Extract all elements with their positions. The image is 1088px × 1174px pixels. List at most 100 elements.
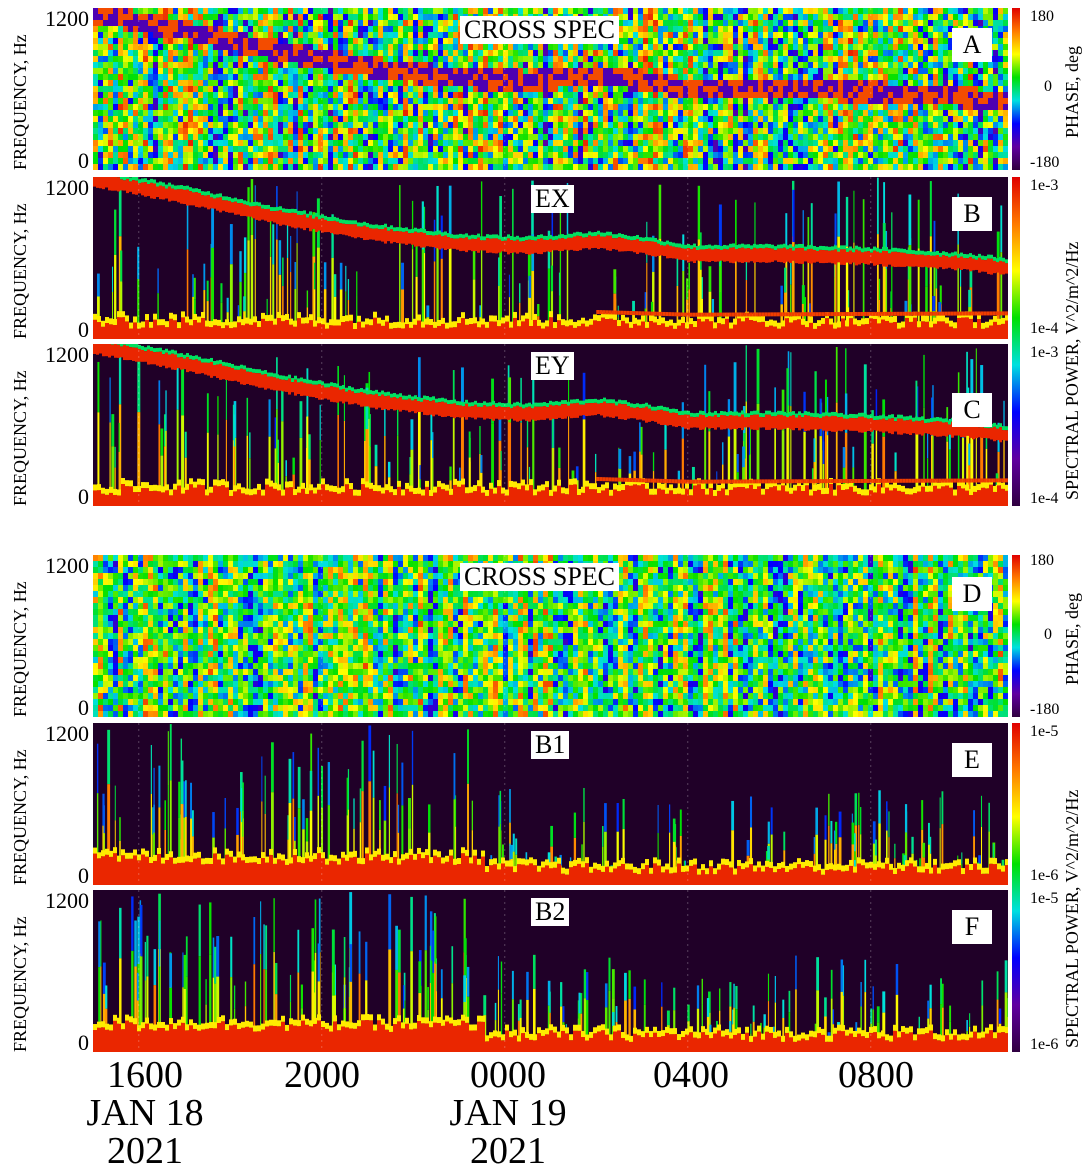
heatmap-cell — [148, 128, 153, 134]
heatmap-cell — [128, 92, 133, 98]
heatmap-cell — [988, 140, 993, 146]
heatmap-cell — [113, 86, 118, 92]
heatmap-cell — [888, 92, 893, 98]
heatmap-cell — [288, 116, 293, 122]
heatmap-cell — [153, 152, 158, 158]
heatmap-cell — [863, 68, 868, 74]
heatmap-cell — [948, 50, 953, 56]
heatmap-cell — [808, 20, 813, 26]
heatmap-cell — [363, 80, 368, 86]
heatmap-cell — [788, 128, 793, 134]
heatmap-cell — [438, 122, 443, 128]
heatmap-cell — [903, 122, 908, 128]
heatmap-cell — [618, 74, 623, 80]
heatmap-cell — [843, 38, 848, 44]
heatmap-cell — [398, 110, 403, 116]
heatmap-cell — [173, 62, 178, 68]
heatmap-cell — [628, 86, 633, 92]
heatmap-cell — [618, 50, 623, 56]
heatmap-cell — [123, 158, 128, 164]
heatmap-cell — [273, 32, 278, 38]
heatmap-cell — [153, 38, 158, 44]
heatmap-cell — [728, 140, 733, 146]
heatmap-cell — [538, 128, 543, 134]
heatmap-cell — [273, 26, 278, 32]
heatmap-cell — [578, 128, 583, 134]
heatmap-cell — [613, 44, 618, 50]
heatmap-cell — [813, 110, 818, 116]
heatmap-cell — [398, 56, 403, 62]
heatmap-cell — [248, 80, 253, 86]
heatmap-cell — [678, 92, 683, 98]
heatmap-cell — [863, 146, 868, 152]
heatmap-cell — [608, 56, 613, 62]
heatmap-cell — [643, 50, 648, 56]
heatmap-cell — [383, 74, 388, 80]
heatmap-cell — [333, 20, 338, 26]
heatmap-cell — [923, 32, 928, 38]
heatmap-cell — [138, 44, 143, 50]
heatmap-cell — [313, 38, 318, 44]
heatmap-cell — [248, 86, 253, 92]
heatmap-cell — [403, 152, 408, 158]
heatmap-cell — [273, 110, 278, 116]
heatmap-cell — [108, 14, 113, 20]
heatmap-cell — [153, 116, 158, 122]
heatmap-cell — [388, 68, 393, 74]
heatmap-cell — [528, 104, 533, 110]
heatmap-cell — [563, 122, 568, 128]
heatmap-cell — [528, 44, 533, 50]
heatmap-cell — [683, 134, 688, 140]
heatmap-cell — [713, 98, 718, 104]
heatmap-cell — [848, 20, 853, 26]
heatmap-cell — [753, 56, 758, 62]
heatmap-cell — [493, 104, 498, 110]
heatmap-cell — [838, 56, 843, 62]
heatmap-cell — [763, 164, 768, 170]
heatmap-cell — [958, 80, 963, 86]
heatmap-cell — [833, 50, 838, 56]
heatmap-cell — [418, 134, 423, 140]
heatmap-cell — [853, 26, 858, 32]
heatmap-cell — [463, 62, 468, 68]
heatmap-cell — [408, 26, 413, 32]
heatmap-cell — [683, 8, 688, 14]
heatmap-cell — [958, 116, 963, 122]
heatmap-cell — [628, 50, 633, 56]
heatmap-cell — [753, 116, 758, 122]
heatmap-cell — [308, 134, 313, 140]
heatmap-cell — [838, 44, 843, 50]
heatmap-cell — [233, 128, 238, 134]
heatmap-cell — [233, 14, 238, 20]
heatmap-cell — [313, 98, 318, 104]
heatmap-cell — [748, 140, 753, 146]
heatmap-cell — [488, 86, 493, 92]
heatmap-cell — [173, 122, 178, 128]
heatmap-cell — [563, 146, 568, 152]
heatmap-cell — [203, 68, 208, 74]
heatmap-cell — [283, 68, 288, 74]
heatmap-cell — [168, 26, 173, 32]
heatmap-cell — [928, 74, 933, 80]
heatmap-cell — [583, 134, 588, 140]
heatmap-cell — [798, 122, 803, 128]
heatmap-cell — [993, 98, 998, 104]
heatmap-cell — [573, 164, 578, 170]
heatmap-cell — [743, 116, 748, 122]
heatmap-cell — [533, 86, 538, 92]
heatmap-cell — [193, 104, 198, 110]
heatmap-cell — [783, 92, 788, 98]
heatmap-cell — [948, 26, 953, 32]
heatmap-cell — [358, 158, 363, 164]
heatmap-cell — [298, 38, 303, 44]
heatmap-cell — [368, 110, 373, 116]
heatmap-cell — [443, 62, 448, 68]
heatmap-cell — [848, 152, 853, 158]
heatmap-cell — [208, 158, 213, 164]
heatmap-cell — [128, 152, 133, 158]
heatmap-cell — [828, 86, 833, 92]
heatmap-cell — [243, 110, 248, 116]
heatmap-cell — [463, 86, 468, 92]
heatmap-cell — [238, 14, 243, 20]
heatmap-cell — [353, 152, 358, 158]
